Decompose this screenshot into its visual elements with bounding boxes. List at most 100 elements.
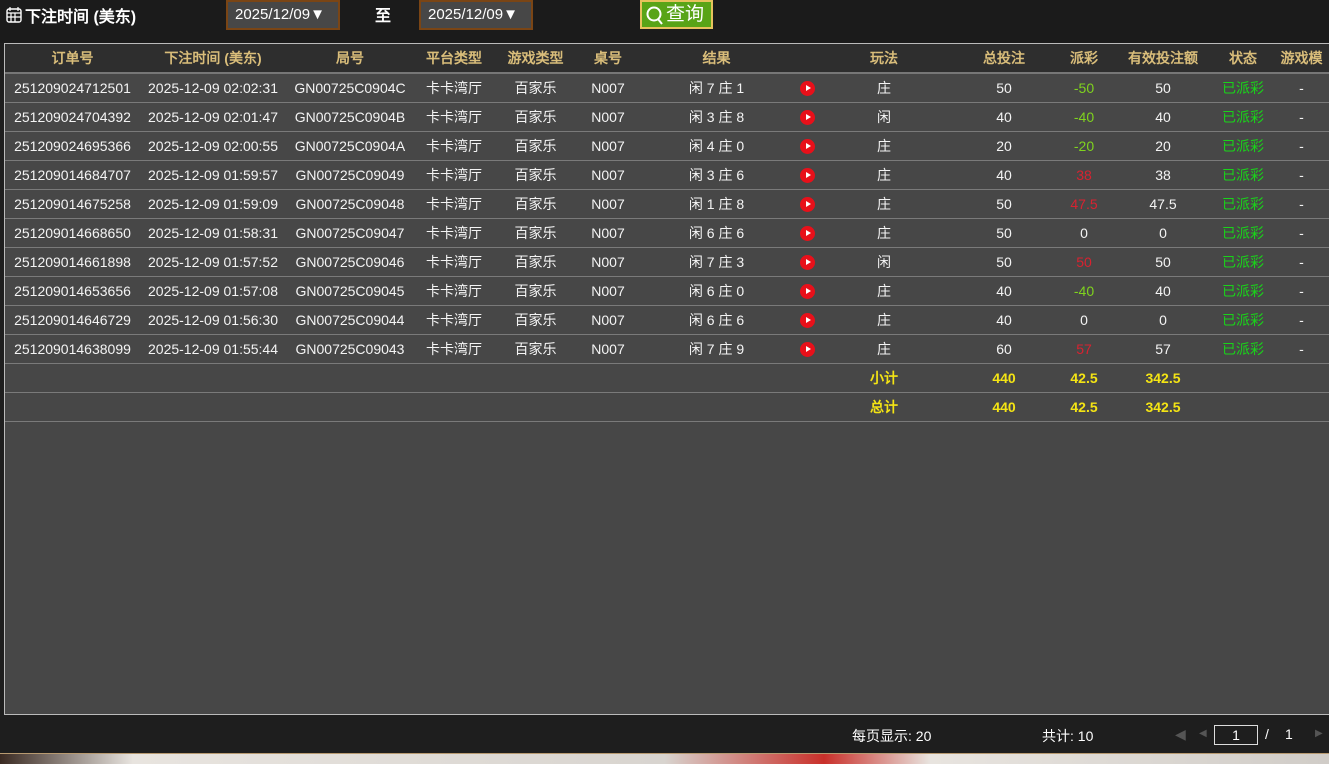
table-row: 251209014653656 2025-12-09 01:57:08 GN0072… xyxy=(5,276,1329,306)
prev-page-icon[interactable]: ◀ xyxy=(1199,728,1207,739)
table-id: N007 xyxy=(577,334,639,364)
play-video-icon[interactable] xyxy=(799,225,815,241)
order-id: 251209024704392 xyxy=(5,102,140,132)
game-type: 百家乐 xyxy=(494,305,577,335)
replay-cell xyxy=(794,102,820,132)
result: 闲 6 庄 6 xyxy=(639,218,794,248)
payout: 57 xyxy=(1060,334,1108,364)
platform: 卡卡湾厅 xyxy=(414,102,494,132)
column-header: 游戏类型 xyxy=(494,44,577,74)
empty-cell xyxy=(577,392,639,422)
column-header xyxy=(794,44,820,74)
toolbar: 下注时间 (美东) 2025/12/09▼ 至 2025/12/09▼ 查询 xyxy=(0,0,1329,43)
result: 闲 3 庄 6 xyxy=(639,160,794,190)
game-type: 百家乐 xyxy=(494,334,577,364)
empty-cell xyxy=(140,392,286,422)
status: 已派彩 xyxy=(1218,131,1268,161)
round-id: GN00725C09046 xyxy=(286,247,414,277)
bet-time: 2025-12-09 01:59:09 xyxy=(140,189,286,219)
platform: 卡卡湾厅 xyxy=(414,247,494,277)
page-input[interactable] xyxy=(1214,725,1258,745)
order-id: 251209014675258 xyxy=(5,189,140,219)
page-separator: / xyxy=(1265,726,1269,742)
round-id: GN00725C09049 xyxy=(286,160,414,190)
play-video-icon[interactable] xyxy=(799,283,815,299)
empty-cell xyxy=(494,363,577,393)
replay-cell xyxy=(794,305,820,335)
column-header: 订单号 xyxy=(5,44,140,74)
replay-cell xyxy=(794,73,820,103)
bet-table: 订单号 下注时间 (美东) 局号 平台类型 游戏类型 桌号 结果 玩法 总投注 派彩 有效投注额 状态… xyxy=(5,44,1329,422)
empty-cell xyxy=(794,363,820,393)
status: 已派彩 xyxy=(1218,189,1268,219)
next-page-icon[interactable]: ▶ xyxy=(1315,728,1323,739)
play-video-icon[interactable] xyxy=(799,196,815,212)
date-from-select[interactable]: 2025/12/09▼ xyxy=(226,0,340,30)
subtotal-row: 小计 440 42.5 342.5 xyxy=(5,363,1329,393)
game-mode: - xyxy=(1268,131,1329,161)
game-type: 百家乐 xyxy=(494,247,577,277)
empty-cell xyxy=(1218,392,1268,422)
valid-bet: 50 xyxy=(1108,247,1218,277)
first-page-icon[interactable]: ◀ xyxy=(1175,726,1186,742)
empty-cell xyxy=(1218,363,1268,393)
grandtotal-payout: 42.5 xyxy=(1060,392,1108,422)
game-mode: - xyxy=(1268,305,1329,335)
table-id: N007 xyxy=(577,73,639,103)
result: 闲 4 庄 0 xyxy=(639,131,794,161)
valid-bet: 0 xyxy=(1108,305,1218,335)
bet-time: 2025-12-09 02:01:47 xyxy=(140,102,286,132)
bet-time: 2025-12-09 01:59:57 xyxy=(140,160,286,190)
bet-option: 庄 xyxy=(820,305,948,335)
bet-time: 2025-12-09 01:55:44 xyxy=(140,334,286,364)
play-video-icon[interactable] xyxy=(799,341,815,357)
payout: -40 xyxy=(1060,102,1108,132)
play-video-icon[interactable] xyxy=(799,312,815,328)
valid-bet: 47.5 xyxy=(1108,189,1218,219)
valid-bet: 40 xyxy=(1108,276,1218,306)
result: 闲 6 庄 6 xyxy=(639,305,794,335)
total-bet: 40 xyxy=(948,102,1060,132)
platform: 卡卡湾厅 xyxy=(414,334,494,364)
empty-cell xyxy=(286,392,414,422)
replay-cell xyxy=(794,131,820,161)
play-video-icon[interactable] xyxy=(799,254,815,270)
subtotal-label: 小计 xyxy=(820,363,948,393)
bet-time: 2025-12-09 02:00:55 xyxy=(140,131,286,161)
table-row: 251209014661898 2025-12-09 01:57:52 GN0072… xyxy=(5,247,1329,277)
query-button[interactable]: 查询 xyxy=(640,0,713,29)
round-id: GN00725C09048 xyxy=(286,189,414,219)
bet-option: 庄 xyxy=(820,276,948,306)
game-mode: - xyxy=(1268,334,1329,364)
table-row: 251209024704392 2025-12-09 02:01:47 GN0072… xyxy=(5,102,1329,132)
platform: 卡卡湾厅 xyxy=(414,160,494,190)
valid-bet: 0 xyxy=(1108,218,1218,248)
platform: 卡卡湾厅 xyxy=(414,276,494,306)
payout: 0 xyxy=(1060,218,1108,248)
play-video-icon[interactable] xyxy=(799,138,815,154)
play-video-icon[interactable] xyxy=(799,167,815,183)
empty-cell xyxy=(577,363,639,393)
date-to-select[interactable]: 2025/12/09▼ xyxy=(419,0,533,30)
table-id: N007 xyxy=(577,102,639,132)
platform: 卡卡湾厅 xyxy=(414,73,494,103)
game-mode: - xyxy=(1268,189,1329,219)
to-label: 至 xyxy=(375,8,392,25)
result: 闲 6 庄 0 xyxy=(639,276,794,306)
column-header: 有效投注额 xyxy=(1108,44,1218,74)
bet-option: 庄 xyxy=(820,73,948,103)
result: 闲 1 庄 8 xyxy=(639,189,794,219)
calendar-icon xyxy=(6,7,22,23)
game-mode: - xyxy=(1268,218,1329,248)
play-video-icon[interactable] xyxy=(799,81,815,97)
table-row: 251209014638099 2025-12-09 01:55:44 GN0072… xyxy=(5,334,1329,364)
bet-option: 闲 xyxy=(820,102,948,132)
empty-cell xyxy=(1268,392,1329,422)
play-video-icon[interactable] xyxy=(799,109,815,125)
grandtotal-row: 总计 440 42.5 342.5 xyxy=(5,392,1329,422)
bet-option: 庄 xyxy=(820,160,948,190)
subtotal-total: 440 xyxy=(948,363,1060,393)
column-header: 状态 xyxy=(1218,44,1268,74)
valid-bet: 57 xyxy=(1108,334,1218,364)
payout: 38 xyxy=(1060,160,1108,190)
